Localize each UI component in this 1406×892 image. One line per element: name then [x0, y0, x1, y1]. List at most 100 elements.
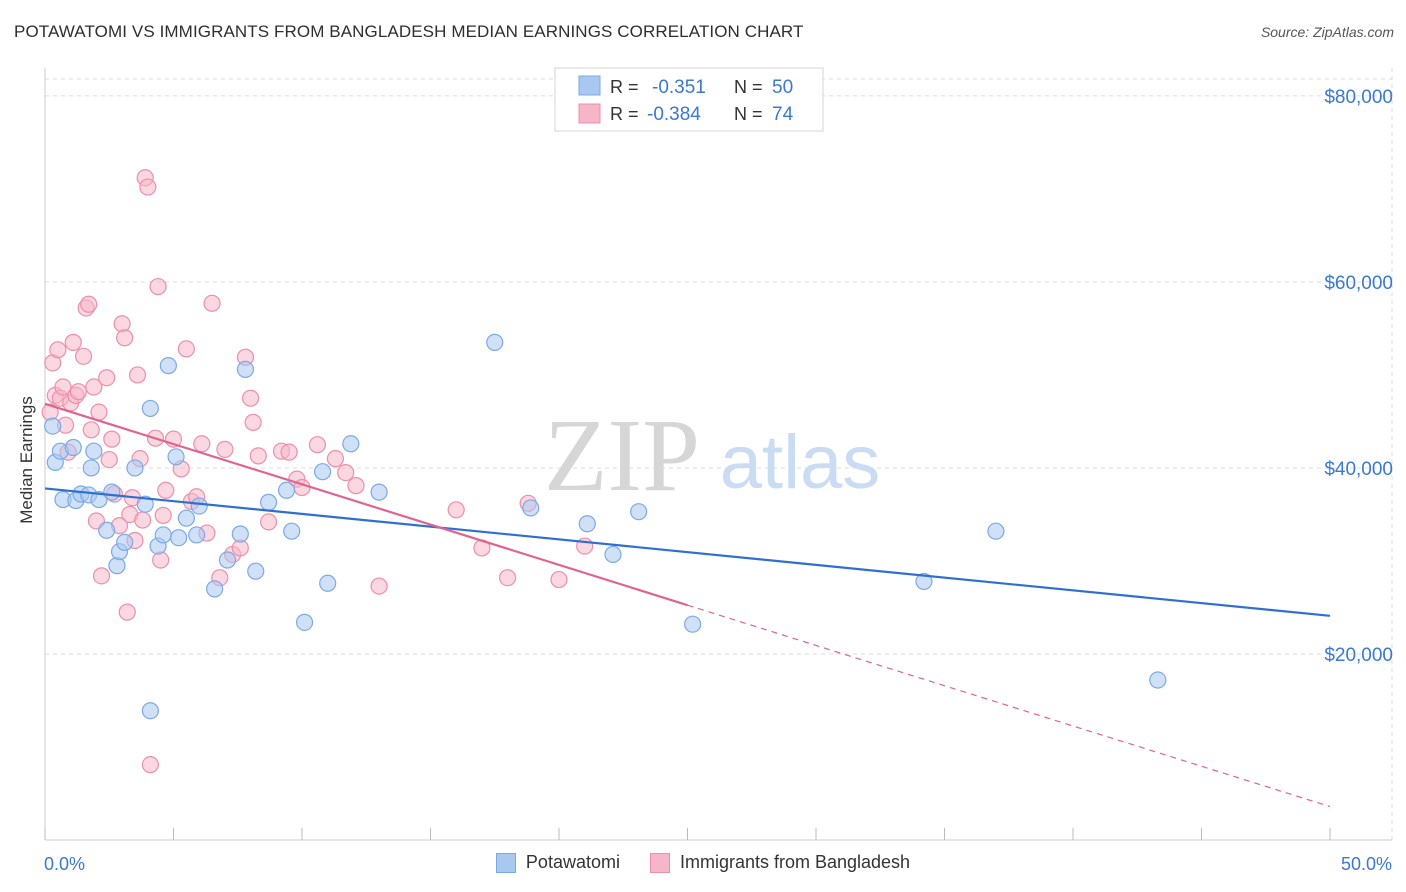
bangladesh-trend-line — [44, 402, 688, 607]
bangladesh-point-38 — [149, 277, 167, 296]
watermark-atlas: atlas — [720, 420, 881, 505]
bangladesh-point-27 — [118, 603, 136, 621]
potawatomi-point-45 — [630, 503, 648, 521]
bangladesh-point-12 — [74, 347, 93, 365]
y-tick-label-1: $40,000 — [1324, 459, 1393, 480]
bangladesh-point-15 — [82, 421, 100, 439]
potawatomi-point-26 — [188, 526, 206, 544]
legend-n-value-blue: 50 — [772, 77, 793, 98]
bangladesh-point-25 — [113, 315, 131, 333]
bangladesh-point-60 — [280, 443, 298, 461]
legend-n-label-blue: N = — [734, 77, 763, 97]
legend-swatch-pink — [578, 103, 601, 124]
potawatomi-point-39 — [342, 435, 360, 453]
axes — [44, 68, 1392, 841]
potawatomi-point-28 — [206, 580, 224, 598]
legend-item-potawatomi[interactable]: Potawatomi — [495, 852, 620, 873]
bangladesh-point-70 — [499, 569, 517, 587]
bangladesh-point-57 — [249, 447, 267, 465]
legend-n-label-pink: N = — [734, 104, 763, 124]
y-tick-labels: $20,000 $40,000 $60,000 $80,000 — [1324, 87, 1393, 666]
bangladesh-point-68 — [447, 501, 465, 519]
bangladesh-point-47 — [193, 435, 211, 453]
bangladesh-point-40 — [154, 506, 172, 524]
bangladesh-point-18 — [90, 403, 108, 421]
potawatomi-point-40 — [370, 483, 388, 501]
legend-item-bangladesh[interactable]: Immigrants from Bangladesh — [649, 852, 911, 873]
bangladesh-point-67 — [370, 577, 388, 595]
potawatomi-point-18 — [141, 399, 159, 418]
potawatomi-point-47 — [915, 572, 933, 591]
potawatomi-point-19 — [141, 702, 159, 720]
bangladesh-point-36 — [141, 756, 159, 774]
potawatomi-point-21 — [154, 526, 172, 544]
bangladesh-point-41 — [157, 481, 175, 499]
bangladesh-point-49 — [203, 294, 221, 312]
potawatomi-point-17 — [136, 495, 154, 513]
legend-swatch-blue — [578, 75, 601, 96]
potawatomi-trend-line — [44, 487, 1331, 617]
legend-r-label-blue: R = — [610, 77, 639, 97]
potawatomi-point-41 — [486, 333, 504, 351]
y-tick-label-0: $20,000 — [1324, 645, 1393, 666]
potawatomi-point-8 — [82, 459, 100, 477]
potawatomi-point-24 — [170, 529, 188, 547]
bangladesh-point-16 — [85, 378, 103, 396]
bangladesh-point-31 — [128, 366, 147, 384]
potawatomi-point-37 — [313, 463, 332, 481]
potawatomi-point-27 — [190, 497, 208, 515]
potawatomi-point-9 — [85, 442, 103, 460]
bangladesh-point-72 — [550, 570, 568, 589]
potawatomi-point-29 — [218, 551, 237, 569]
bangladesh-trend-extension — [687, 604, 1331, 808]
bangladesh-point-63 — [308, 436, 327, 454]
legend-label-bangladesh: Immigrants from Bangladesh — [679, 852, 911, 872]
legend-swatch-potawatomi — [495, 852, 516, 873]
bangladesh-point-33 — [134, 511, 152, 529]
potawatomi-point-16 — [126, 459, 144, 477]
legend-swatch-bangladesh — [649, 852, 670, 873]
potawatomi-point-35 — [283, 522, 301, 540]
y-axis-label: Median Earnings — [17, 396, 36, 524]
bangladesh-point-58 — [259, 513, 278, 531]
bangladesh-point-35 — [139, 178, 157, 196]
potawatomi-point-43 — [578, 515, 596, 533]
bangladesh-point-39 — [152, 551, 170, 569]
bangladesh-point-5 — [54, 378, 72, 396]
bangladesh-point-20 — [98, 369, 116, 387]
bangladesh-point-3 — [49, 341, 67, 359]
gridlines — [45, 68, 1393, 840]
y-tick-label-2: $60,000 — [1324, 273, 1393, 294]
x-tick-label-left: 0.0% — [44, 854, 85, 874]
source-label: Source: ZipAtlas.com — [1260, 24, 1394, 40]
potawatomi-point-15 — [116, 533, 134, 551]
y-tick-label-3: $80,000 — [1324, 87, 1393, 108]
legend-n-value-pink: 74 — [772, 104, 794, 125]
watermark-zip: ZIP — [544, 398, 700, 513]
potawatomi-point-42 — [522, 499, 540, 517]
potawatomi-point-38 — [319, 574, 337, 592]
bangladesh-point-21 — [100, 450, 118, 469]
potawatomi-point-32 — [247, 562, 265, 580]
potawatomi-point-49 — [1149, 671, 1167, 689]
bangladesh-point-26 — [116, 329, 134, 347]
bangladesh-point-66 — [347, 477, 365, 495]
bangladesh-point-14 — [80, 295, 98, 313]
bangladesh-point-22 — [103, 430, 121, 448]
bangladesh-point-11 — [69, 383, 88, 401]
potawatomi-point-10 — [90, 490, 108, 509]
legend-label-potawatomi: Potawatomi — [525, 852, 620, 872]
potawatomi-point-48 — [987, 522, 1005, 540]
potawatomi-point-36 — [295, 613, 314, 631]
potawatomi-point-11 — [98, 521, 116, 539]
potawatomi-point-46 — [684, 615, 702, 633]
series-potawatomi-points — [44, 333, 1167, 720]
bangladesh-point-19 — [92, 567, 111, 585]
bangladesh-point-44 — [177, 340, 195, 358]
bangladesh-point-9 — [64, 333, 82, 351]
legend-r-label-pink: R = — [610, 104, 639, 124]
potawatomi-point-30 — [231, 525, 249, 543]
potawatomi-point-4 — [64, 438, 82, 457]
series-legend: Potawatomi Immigrants from Bangladesh — [0, 852, 1406, 873]
